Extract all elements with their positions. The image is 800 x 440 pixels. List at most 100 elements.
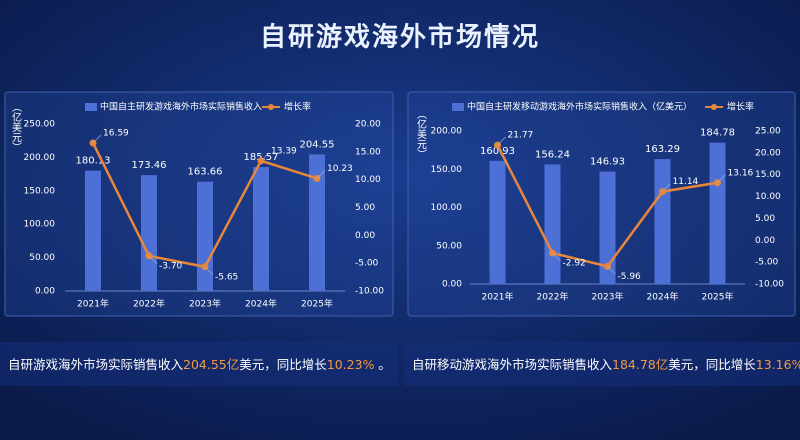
- axis-title: （亿美元）: [415, 109, 427, 159]
- page-title: 自研游戏海外市场情况: [260, 22, 540, 53]
- y2-tick-label: 10.00: [355, 175, 381, 185]
- line-value-label: -3.70: [159, 261, 183, 271]
- label-leader: [717, 174, 726, 183]
- caption-prefix: 自研移动游戏海外市场实际销售收入: [412, 357, 613, 372]
- legend-swatch: [711, 104, 717, 110]
- y-tick-label: 250.00: [24, 120, 56, 130]
- x-tick-label: 2025年: [301, 298, 333, 310]
- bar-value-label: 146.93: [590, 157, 625, 168]
- bar-value-label: 184.78: [700, 128, 735, 139]
- caption-suffix: 。: [374, 357, 390, 372]
- y2-tick-label: -10.00: [355, 287, 384, 297]
- y2-tick-label: 20.00: [755, 148, 781, 158]
- caption-middle: 美元，同比增长: [668, 357, 756, 372]
- axis-title: （亿美元）: [10, 102, 22, 152]
- legend-swatch: [268, 104, 274, 110]
- x-tick-label: 2023年: [592, 291, 624, 303]
- bar-value-label: 163.29: [645, 144, 680, 155]
- bar-value-label: 173.46: [132, 160, 167, 171]
- label-leader: [316, 170, 326, 179]
- label-leader: [204, 266, 214, 275]
- caption-growth: 13.16%: [756, 357, 800, 372]
- y2-tick-label: 20.00: [355, 120, 381, 130]
- legend-swatch: [85, 103, 97, 111]
- bar-value-label: 180.13: [76, 156, 111, 167]
- x-tick-label: 2022年: [133, 298, 165, 310]
- x-tick-label: 2025年: [702, 291, 734, 303]
- label-leader: [148, 255, 158, 265]
- x-tick-label: 2024年: [245, 298, 277, 310]
- bar: [85, 170, 101, 291]
- caption: 自研移动游戏海外市场实际销售收入184.78亿美元，同比增长13.16%。: [412, 357, 800, 372]
- caption-revenue: 184.78亿: [612, 357, 668, 372]
- bar: [197, 181, 213, 291]
- bar-value-label: 204.55: [300, 139, 335, 150]
- y2-tick-label: 0.00: [755, 236, 775, 246]
- caption-band: [404, 342, 800, 386]
- y2-tick-label: -10.00: [755, 280, 784, 290]
- y2-tick-label: 15.00: [755, 170, 781, 180]
- label-leader: [552, 252, 561, 262]
- line-value-label: 13.39: [271, 146, 297, 156]
- y-tick-label: 150.00: [24, 186, 56, 196]
- bar: [253, 167, 269, 291]
- y2-tick-label: 25.00: [755, 127, 781, 137]
- x-tick-label: 2023年: [189, 298, 221, 310]
- line-value-label: 11.14: [673, 177, 699, 187]
- line-value-label: 13.16: [728, 168, 754, 178]
- legend-label: 中国自主研发游戏海外市场实际销售收入: [100, 101, 262, 113]
- legend-label: 中国自主研发移动游戏海外市场实际销售收入（亿美元）: [467, 101, 692, 113]
- line-value-label: -5.96: [618, 272, 642, 282]
- y-tick-label: 200.00: [24, 153, 56, 163]
- line-value-label: 21.77: [508, 131, 534, 141]
- y-tick-label: 200.00: [431, 127, 463, 137]
- legend-swatch: [452, 103, 464, 111]
- bar: [709, 142, 726, 284]
- line-value-label: -5.65: [215, 272, 238, 282]
- y2-tick-label: -5.00: [355, 259, 379, 269]
- caption-growth: 10.23%: [327, 357, 375, 372]
- caption-revenue: 204.55亿: [183, 357, 239, 372]
- y-tick-label: 100.00: [24, 220, 56, 230]
- y2-tick-label: 10.00: [755, 192, 781, 202]
- bar: [544, 164, 561, 284]
- x-tick-label: 2021年: [482, 291, 514, 303]
- bar-value-label: 160.93: [480, 146, 515, 157]
- line-value-label: 16.59: [103, 128, 129, 138]
- legend-label: 增长率: [284, 101, 311, 113]
- bar: [489, 160, 506, 284]
- bar: [141, 175, 157, 291]
- caption-prefix: 自研游戏海外市场实际销售收入: [8, 357, 184, 372]
- y-tick-label: 0.00: [442, 280, 462, 290]
- label-leader: [92, 134, 102, 144]
- bar-value-label: 156.24: [535, 149, 570, 160]
- bar: [654, 159, 671, 284]
- y-tick-label: 50.00: [436, 241, 462, 251]
- line-value-label: 10.23: [327, 164, 353, 174]
- y-tick-label: 150.00: [431, 165, 463, 175]
- y2-tick-label: 5.00: [355, 203, 375, 213]
- y-tick-label: 0.00: [35, 287, 55, 297]
- y-tick-label: 100.00: [431, 203, 463, 213]
- bar-value-label: 163.66: [188, 167, 223, 178]
- y2-tick-label: -5.00: [755, 258, 779, 268]
- line-value-label: -2.92: [563, 259, 586, 269]
- x-tick-label: 2024年: [647, 291, 679, 303]
- label-leader: [260, 152, 270, 162]
- label-leader: [497, 136, 506, 146]
- y2-tick-label: 15.00: [355, 147, 381, 157]
- caption: 自研游戏海外市场实际销售收入204.55亿美元，同比增长10.23% 。: [8, 357, 391, 372]
- bar: [309, 154, 325, 291]
- y-tick-label: 50.00: [29, 253, 55, 263]
- y2-tick-label: 5.00: [755, 214, 775, 224]
- bar: [599, 171, 616, 284]
- caption-band: [0, 342, 398, 386]
- label-leader: [607, 266, 616, 275]
- y2-tick-label: 0.00: [355, 231, 375, 241]
- label-leader: [662, 183, 671, 192]
- x-tick-label: 2021年: [77, 298, 109, 310]
- caption-middle: 美元，同比增长: [239, 357, 327, 372]
- legend-label: 增长率: [727, 101, 754, 113]
